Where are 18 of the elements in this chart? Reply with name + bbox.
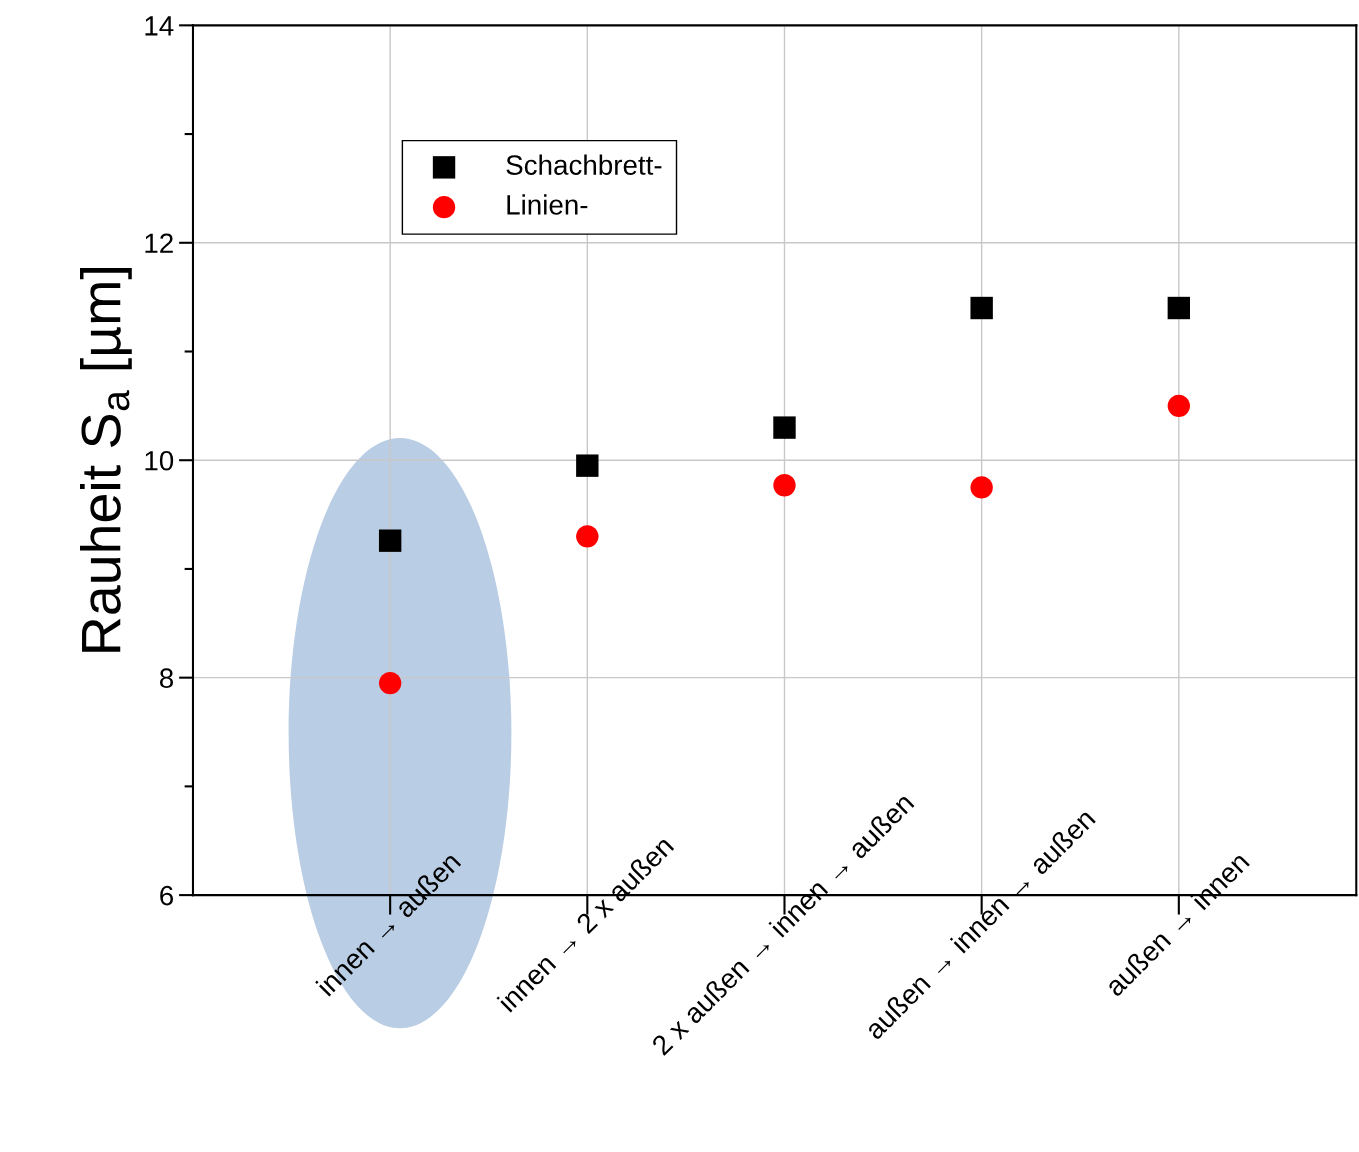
point (576, 454, 599, 477)
y-tick-label: 6 (160, 885, 174, 906)
y-tick-label: 8 (159, 668, 174, 688)
legend-label: Linien- (507, 194, 588, 215)
point (378, 671, 402, 695)
point (970, 476, 993, 499)
point (1167, 394, 1191, 418)
y-tick-label: 14 (145, 16, 174, 36)
point (1167, 296, 1191, 320)
y-axis-title: Rauheit S$_{a}$ [µm] (80, 268, 132, 652)
point (378, 529, 402, 552)
legend-label: Schachbrett- (506, 154, 662, 175)
point (970, 296, 993, 320)
y-tick-label: 12 (145, 233, 173, 253)
y-tick-label: 10 (145, 450, 174, 471)
point (773, 474, 796, 497)
point (576, 525, 599, 548)
point (773, 416, 796, 439)
